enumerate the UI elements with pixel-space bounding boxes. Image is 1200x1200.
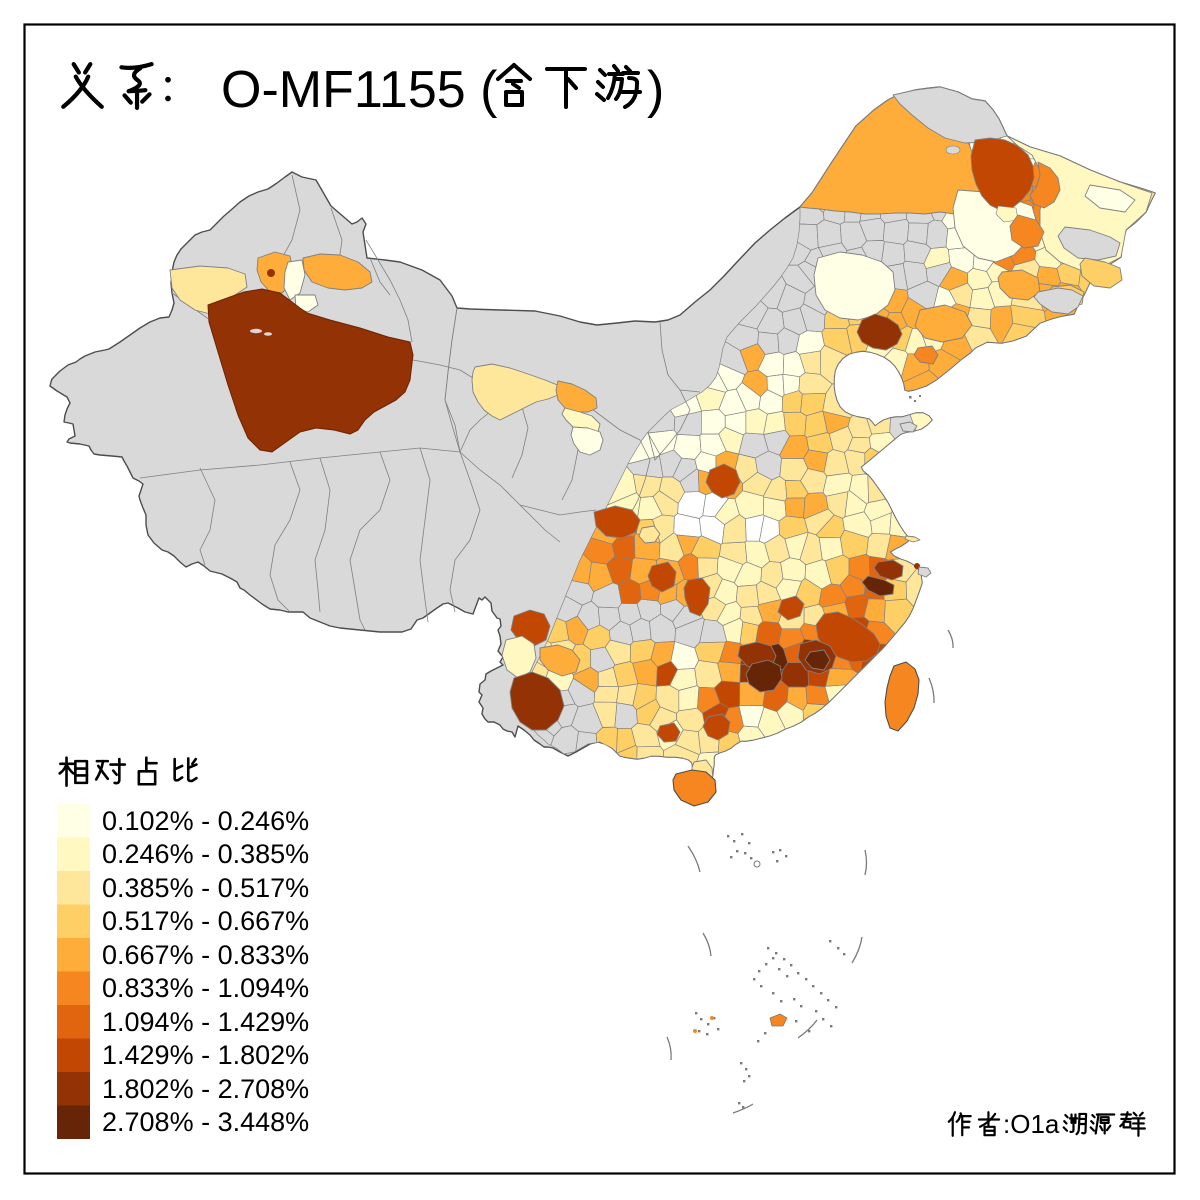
svg-text:): ) — [647, 61, 664, 119]
svg-text:0.833% - 1.094%: 0.833% - 1.094% — [102, 973, 309, 1003]
svg-text:0.385% - 0.517%: 0.385% - 0.517% — [102, 873, 309, 903]
svg-text:1.429% - 1.802%: 1.429% - 1.802% — [102, 1040, 309, 1070]
svg-text:0.102% - 0.246%: 0.102% - 0.246% — [102, 806, 309, 836]
svg-text:0.667% - 0.833%: 0.667% - 0.833% — [102, 940, 309, 970]
svg-text:1.094% - 1.429%: 1.094% - 1.429% — [102, 1007, 309, 1037]
svg-text:0.517% - 0.667%: 0.517% - 0.667% — [102, 906, 309, 936]
svg-text:0.246% - 0.385%: 0.246% - 0.385% — [102, 839, 309, 869]
svg-text::O1a: :O1a — [1003, 1109, 1060, 1139]
svg-text:1.802% - 2.708%: 1.802% - 2.708% — [102, 1074, 309, 1104]
svg-text:O-MF1155 (: O-MF1155 ( — [221, 61, 498, 119]
svg-text:2.708% - 3.448%: 2.708% - 3.448% — [102, 1107, 309, 1137]
